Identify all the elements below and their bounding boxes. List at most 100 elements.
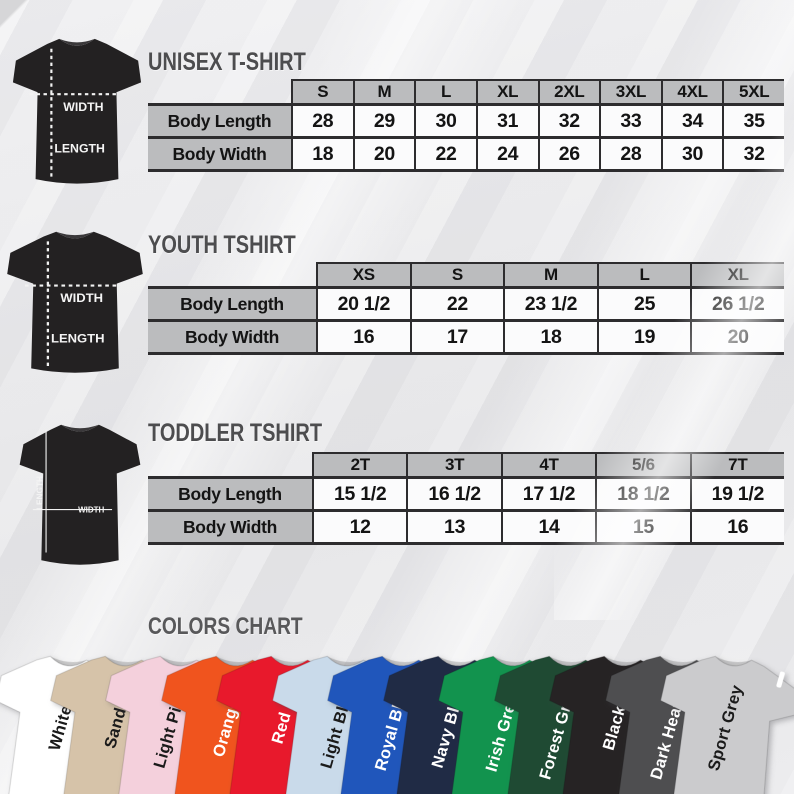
size-value: 20 <box>352 139 415 172</box>
color-name-label: Dark Heather <box>647 674 694 782</box>
collar <box>438 656 475 666</box>
size-column-header: 4T <box>500 452 596 479</box>
tshirt-silhouette <box>7 231 143 373</box>
size-column-header: 3T <box>406 452 501 479</box>
tag-mark <box>221 671 230 688</box>
tag-mark <box>332 671 341 688</box>
size-column-header: M <box>503 262 597 289</box>
size-value: 29 <box>352 106 415 139</box>
size-value: 18 <box>503 322 597 355</box>
size-value: 30 <box>414 106 476 139</box>
tshirt-graphic <box>605 655 742 794</box>
size-value: 15 1/2 <box>312 479 407 512</box>
color-shirt-black: Black <box>532 641 694 794</box>
collar <box>382 656 419 666</box>
tag-mark <box>776 671 785 688</box>
size-column-header: 2T <box>312 452 407 479</box>
size-column-header: L <box>596 262 691 289</box>
width-label: WIDTH <box>60 291 103 304</box>
collar <box>549 656 586 666</box>
tshirt-graphic <box>0 655 132 794</box>
size-column-header: XL <box>690 262 784 289</box>
size-value: 26 <box>537 139 600 172</box>
size-column-header: 2XL <box>537 79 600 106</box>
youth-size-table: XS S M L XL Body Length 20 1/2 22 23 1/2… <box>148 262 784 355</box>
color-shirt-white: White <box>0 641 140 794</box>
tshirt-graphic <box>50 655 187 794</box>
table-corner-cell <box>148 262 316 289</box>
tag-mark <box>665 671 674 688</box>
size-value: 34 <box>660 106 723 139</box>
size-value: 17 1/2 <box>500 479 596 512</box>
size-value: 20 <box>690 322 784 355</box>
color-name-label: Light Blue <box>317 685 358 771</box>
size-value: 19 <box>596 322 691 355</box>
table-corner-cell <box>148 452 312 479</box>
unisex-measurement-diagram: WIDTH LENGTH <box>8 31 146 189</box>
tshirt-graphic <box>105 655 242 794</box>
size-value: 19 1/2 <box>689 479 784 512</box>
color-name-label: Forest Green <box>536 674 583 782</box>
size-value: 33 <box>599 106 661 139</box>
tag-mark <box>111 671 120 688</box>
length-label: LENGTH <box>51 332 105 345</box>
toddler-measurement-diagram: LENGTH WIDTH <box>14 416 146 572</box>
tshirt-silhouette <box>19 424 141 565</box>
size-value: 15 <box>595 512 690 545</box>
row-label: Body Length <box>148 479 312 512</box>
size-value: 12 <box>312 512 407 545</box>
color-shirt-dark-heather: Dark Heather <box>588 641 750 794</box>
tshirt-graphic <box>383 655 520 794</box>
size-value: 25 <box>596 289 691 322</box>
color-name-label: Red <box>268 710 295 746</box>
color-shirt-sand: Sand <box>33 641 195 794</box>
color-name-label: Royal Blue <box>371 683 414 773</box>
collar <box>61 424 99 432</box>
tag-mark <box>721 671 730 688</box>
tag-mark <box>610 671 619 688</box>
size-column-header: S <box>409 262 504 289</box>
tag-mark <box>277 671 286 688</box>
size-column-header: M <box>352 79 415 106</box>
collar <box>493 656 530 666</box>
size-column-header: 5/6 <box>595 452 690 479</box>
tshirt-graphic <box>272 655 409 794</box>
color-shirt-royal-blue: Royal Blue <box>310 641 472 794</box>
size-value: 32 <box>722 139 784 172</box>
collar <box>660 656 697 666</box>
color-name-label: White <box>45 703 76 753</box>
color-name-label: Light Pink <box>150 685 191 771</box>
width-label: WIDTH <box>63 100 103 114</box>
color-shirt-irish-green: Irish Green <box>421 641 583 794</box>
size-value: 28 <box>599 139 661 172</box>
unisex-size-table: S M L XL 2XL 3XL 4XL 5XL Body Length 28 … <box>148 79 784 172</box>
size-column-header: 5XL <box>722 79 784 106</box>
collar <box>604 656 641 666</box>
collar <box>216 656 253 666</box>
tshirt-graphic <box>216 655 353 794</box>
collar <box>59 38 95 46</box>
color-shirt-sport-grey: Sport Grey <box>643 641 794 794</box>
color-name-label: Sand <box>101 705 130 751</box>
size-value: 18 1/2 <box>595 479 690 512</box>
color-shirt-light-blue: Light Blue <box>255 641 417 794</box>
tag-mark <box>554 671 563 688</box>
tag-mark <box>166 671 175 688</box>
color-shirt-red: Red <box>199 641 361 794</box>
color-name-label: Black <box>599 703 630 753</box>
size-column-header: 7T <box>689 452 784 479</box>
collar <box>105 656 142 666</box>
collar <box>160 656 197 666</box>
toddler-section-title: TODDLER TSHIRT <box>148 419 323 447</box>
size-value: 18 <box>291 139 353 172</box>
size-value: 32 <box>537 106 600 139</box>
width-label: WIDTH <box>78 505 104 514</box>
size-value: 17 <box>409 322 504 355</box>
row-label: Body Width <box>148 139 291 172</box>
size-column-header: 3XL <box>599 79 661 106</box>
youth-section-title: YOUTH TSHIRT <box>148 231 296 259</box>
color-name-label: Orange <box>209 696 244 760</box>
collar <box>271 656 308 666</box>
size-value: 20 1/2 <box>316 289 410 322</box>
